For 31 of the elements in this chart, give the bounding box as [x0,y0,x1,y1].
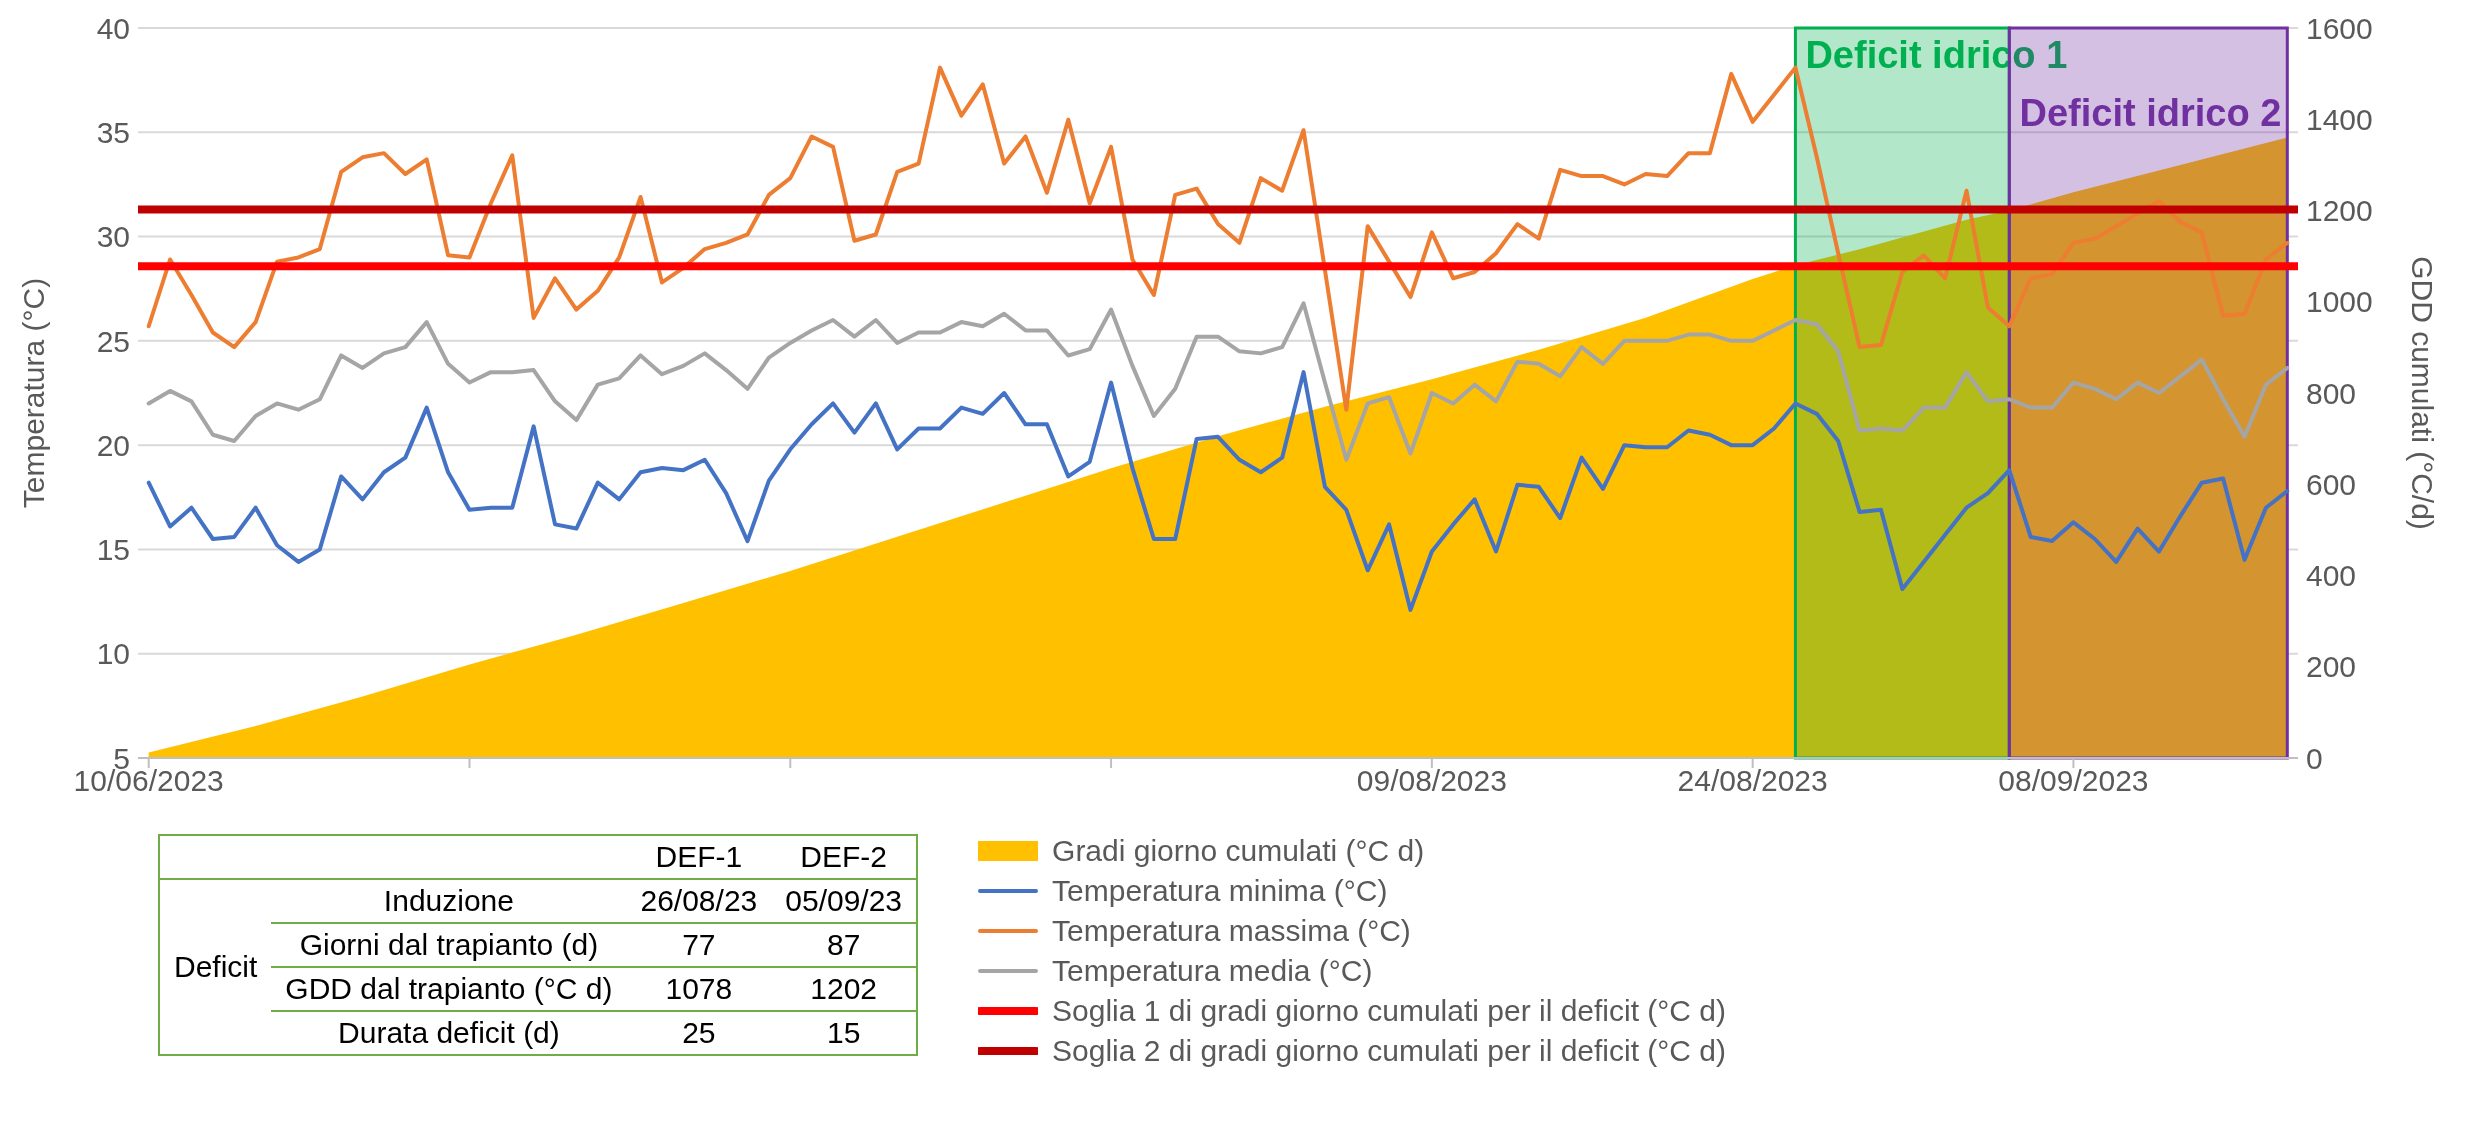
y-tick-label: 30 [96,220,130,254]
y2-tick-label: 200 [2306,650,2357,684]
legend-label: Temperatura media (°C) [1052,954,1373,988]
y2-tick-label: 400 [2306,559,2357,593]
y2-tick-label: 1600 [2306,11,2373,45]
x-tick-label: 24/08/2023 [1677,764,1828,798]
y-axis-title: Temperatura (°C) [16,277,50,509]
x-tick-label: 08/09/2023 [1998,764,2149,798]
legend-label: Soglia 2 di gradi giorno cumulati per il deficit (°C d) [1052,1034,1727,1068]
y2-tick-label: 600 [2306,467,2357,501]
y-tick-label: 35 [96,115,130,149]
legend-label: Temperatura minima (°C) [1052,874,1388,908]
y2-axis-title: GDD cumulati (°C/d) [2406,256,2440,530]
y2-tick-label: 800 [2306,376,2357,410]
x-tick-label: 09/08/2023 [1356,764,1507,798]
y-tick-label: 20 [96,428,130,462]
y-tick-label: 15 [96,533,130,567]
line-series [146,301,2290,462]
y2-tick-label: 1400 [2306,102,2373,136]
y-tick-label: 40 [96,11,130,45]
y2-tick-label: 1000 [2306,285,2373,319]
legend-label: Gradi giorno cumulati (°C d) [1052,834,1425,868]
legend-label: Temperatura massima (°C) [1052,914,1411,948]
deficit-table: DEF-1 DEF-2 Deficit Induzione 26/08/23 05/09/23 Giorni dal trapianto (d) 77 87 GDD dal trapianto (°C d) 1078 1202 Durata deficit (d) 25 15 [158,834,919,1056]
y-tick-label: 10 [96,637,130,671]
y2-tick-label: 0 [2306,741,2323,775]
legend-label: Soglia 1 di gradi giorno cumulati per il deficit (°C d) [1052,994,1727,1028]
band-label: Deficit idrico 2 [2019,92,2282,134]
line-series [146,370,2290,612]
y-tick-label: 25 [96,324,130,358]
y2-tick-label: 1200 [2306,194,2373,228]
